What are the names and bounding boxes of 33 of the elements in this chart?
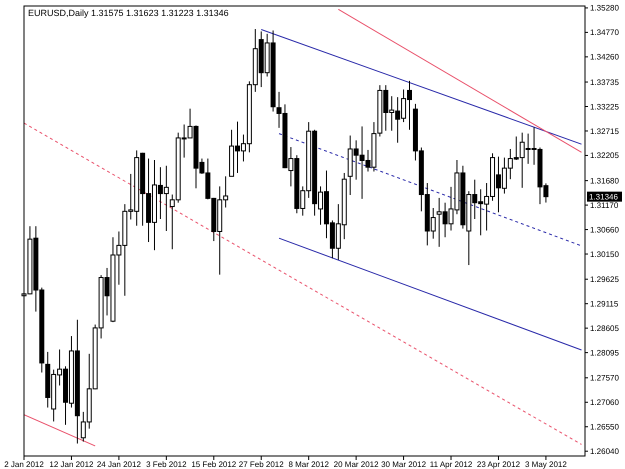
x-tick-label: 27 Feb 2012 xyxy=(238,460,284,469)
y-tick-label: 1.27060 xyxy=(590,398,620,408)
y-tick-label: 1.26040 xyxy=(590,447,620,456)
y-tick-label: 1.29115 xyxy=(590,299,619,308)
y-tick-label: 1.35280 xyxy=(590,4,620,13)
y-tick-label: 1.29625 xyxy=(590,275,620,284)
y-tick-label: 1.30660 xyxy=(590,225,620,234)
y-tick-label: 1.31680 xyxy=(590,176,620,186)
x-tick-label: 3 May 2012 xyxy=(525,460,568,469)
x-tick-label: 15 Feb 2012 xyxy=(191,460,237,469)
x-tick-label: 8 Mar 2012 xyxy=(288,460,330,469)
y-tick-label: 1.33225 xyxy=(590,102,620,112)
x-tick-label: 30 Mar 2012 xyxy=(381,460,427,469)
y-tick-label: 1.34260 xyxy=(590,52,620,62)
y-tick-label: 1.28605 xyxy=(590,324,620,333)
x-tick-label: 24 Jan 2012 xyxy=(96,460,142,469)
x-tick-label: 11 Apr 2012 xyxy=(430,460,473,469)
y-tick-label: 1.32205 xyxy=(590,151,620,160)
y-tick-label: 1.26550 xyxy=(590,422,620,432)
x-tick-label: 2 Jan 2012 xyxy=(4,460,44,469)
x-tick-label: 12 Jan 2012 xyxy=(49,460,94,469)
x-tick-label: 23 Apr 2012 xyxy=(476,460,521,469)
y-tick-label: 1.31170 xyxy=(590,200,619,210)
y-tick-label: 1.28095 xyxy=(590,348,620,358)
x-tick-label: 3 Feb 2012 xyxy=(146,460,188,469)
y-tick-label: 1.30150 xyxy=(590,250,620,259)
y-tick-label: 1.33735 xyxy=(590,78,620,87)
y-tick-label: 1.32715 xyxy=(590,126,620,136)
chart-title: EURUSD,Daily 1.31575 1.31623 1.31223 1.31346 xyxy=(28,8,229,18)
y-tick-label: 1.27570 xyxy=(590,374,620,383)
y-tick-label: 1.34770 xyxy=(590,28,620,38)
x-tick-label: 20 Mar 2012 xyxy=(334,460,380,469)
text: 1.31346 xyxy=(589,192,618,202)
